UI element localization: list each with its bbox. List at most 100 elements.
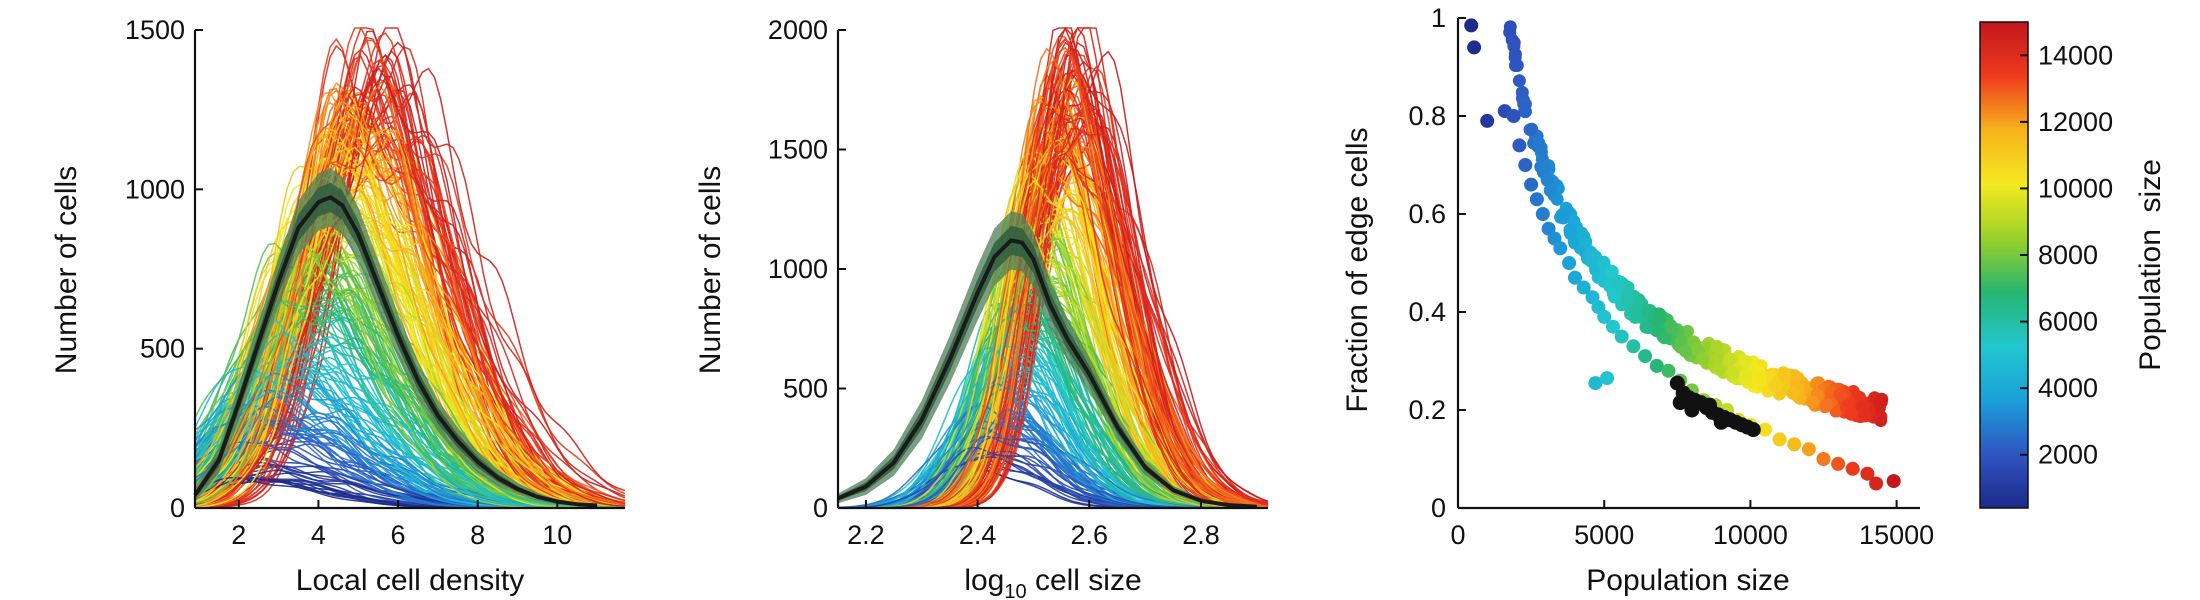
scatter-point — [1778, 369, 1792, 382]
scatter-point — [1820, 398, 1834, 412]
scatter-point — [1710, 340, 1724, 353]
scatter-point — [1524, 177, 1539, 192]
x-tick-label: 6 — [391, 520, 406, 550]
scatter-point — [1605, 265, 1619, 279]
scatter-point — [1657, 331, 1671, 345]
scatter-point — [1710, 352, 1724, 366]
scatter-point — [1512, 138, 1527, 153]
scatter-point — [1555, 209, 1569, 223]
scatter-point — [1586, 255, 1600, 269]
scatter-point — [1816, 452, 1831, 466]
y-tick-label: 2000 — [768, 15, 828, 45]
scatter-point — [1787, 437, 1802, 452]
scatter-point — [1649, 358, 1664, 373]
y-ticks: 0 500 1000 1500 2000 — [768, 15, 846, 523]
x-tick-label: 2.6 — [1071, 520, 1109, 550]
population-curve — [194, 75, 626, 506]
scatter-point — [1596, 256, 1610, 270]
scatter-point — [1626, 339, 1641, 354]
scatter-point — [1562, 256, 1577, 270]
scatter-point — [1638, 349, 1653, 364]
x-tick-label: 4 — [311, 520, 326, 550]
highlighted-point — [1684, 402, 1700, 418]
scatter-point — [1518, 158, 1533, 172]
scatter-point — [1606, 319, 1620, 334]
x-axis-label-base: log — [964, 564, 1004, 597]
scatter-point — [1523, 123, 1537, 137]
scatter-point — [1543, 184, 1557, 198]
scatter-point — [1690, 342, 1704, 356]
scatter-point — [1754, 371, 1767, 385]
scatter-point — [1856, 400, 1870, 414]
scatter-point — [1806, 395, 1820, 409]
scatter-point — [1553, 241, 1568, 256]
scatter-point — [1600, 371, 1615, 386]
scatter-point — [1540, 173, 1554, 187]
scatter-point — [1712, 362, 1726, 376]
scatter-point — [1575, 226, 1589, 240]
scatter-point — [1529, 192, 1544, 207]
x-tick-label: 5000 — [1574, 520, 1634, 550]
y-tick-label: 1500 — [125, 15, 185, 45]
x-tick-label: 15000 — [1859, 520, 1934, 550]
x-tick-label: 0 — [1450, 520, 1465, 550]
x-tick-label: 10 — [542, 520, 572, 550]
scatter-point — [1597, 309, 1612, 324]
y-tick-label: 500 — [140, 334, 185, 364]
scatter-point — [1576, 280, 1591, 295]
scatter-point — [1758, 422, 1772, 437]
scatter-point — [1844, 407, 1858, 421]
scatter-point — [1801, 442, 1816, 457]
colorbar-tick-label: 6000 — [2038, 307, 2098, 337]
scatter-point — [1739, 355, 1753, 369]
mean-curve — [837, 238, 1257, 509]
scatter-point — [1535, 207, 1550, 221]
x-tick-label: 2 — [231, 520, 246, 550]
population-curve — [194, 146, 626, 509]
x-ticks: 2.2 2.4 2.6 2.8 — [847, 500, 1220, 550]
scatter-point — [1506, 109, 1521, 123]
x-axis-label: Local cell density — [296, 564, 524, 597]
y-tick-label: 1000 — [125, 174, 185, 204]
scatter-point — [1681, 324, 1694, 338]
colorbar-tick-label: 4000 — [2038, 373, 2098, 403]
y-tick-label: 0.6 — [1408, 199, 1446, 229]
spread-band-inner — [838, 225, 1257, 508]
y-tick-label: 0 — [813, 493, 828, 523]
x-axis-label: Population size — [1586, 564, 1789, 597]
population-curve — [194, 87, 626, 507]
scatter-point — [1833, 388, 1847, 402]
panel-local-density: 0 500 1000 1500 2 4 6 8 10 Local cell density N… — [50, 15, 626, 597]
highlighted-point — [1672, 395, 1688, 411]
x-axis-label: log10 cell size — [964, 564, 1141, 600]
y-tick-label: 0 — [170, 493, 185, 523]
mean-curve — [193, 195, 598, 508]
population-curve — [194, 50, 626, 508]
scatter-point — [1652, 312, 1666, 326]
scatter-point — [1661, 363, 1676, 378]
scatter-point — [1588, 376, 1603, 391]
x-ticks: 0 5000 10000 15000 — [1450, 500, 1934, 550]
x-tick-label: 2.4 — [959, 520, 997, 550]
population-curve — [194, 85, 626, 508]
scatter-point — [1630, 300, 1644, 314]
scatter-point — [1726, 366, 1740, 380]
highlighted-point — [1713, 414, 1729, 430]
y-tick-label: 0.2 — [1408, 395, 1446, 425]
y-tick-label: 500 — [783, 374, 828, 404]
scatter-point — [1606, 287, 1620, 301]
scatter-point — [1464, 18, 1479, 33]
colorbar-tick-label: 12000 — [2038, 107, 2113, 137]
scatter-point — [1641, 306, 1655, 320]
colorbar-tick-label: 10000 — [2038, 173, 2113, 203]
scatter-point — [1532, 136, 1546, 150]
scatter-point — [1845, 461, 1860, 476]
colorbar-tick-label: 8000 — [2038, 240, 2098, 270]
scatter-point — [1788, 369, 1802, 383]
scatter-point — [1639, 320, 1653, 334]
x-tick-label: 8 — [470, 520, 485, 550]
population-curves — [194, 27, 626, 509]
y-tick-label: 0 — [1431, 493, 1446, 523]
y-axis-label: Fraction of edge cells — [1341, 127, 1374, 412]
